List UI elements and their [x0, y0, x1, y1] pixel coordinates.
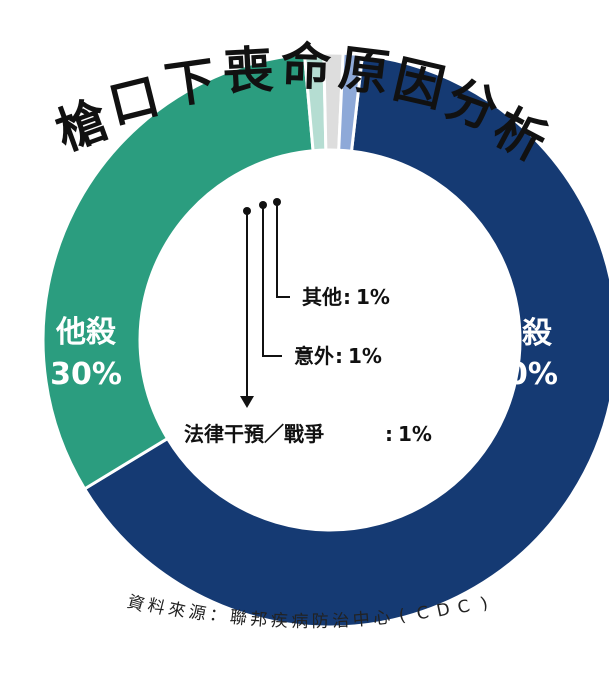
- slice-value-suicide: 60%: [486, 357, 558, 392]
- source-char: C: [456, 596, 472, 618]
- label-accident-name: 意外: [294, 344, 334, 368]
- label-other-value: 1%: [356, 285, 390, 309]
- label-accident-colon: :: [335, 344, 343, 368]
- title-char: 原: [336, 39, 393, 103]
- title-char: 下: [161, 51, 219, 115]
- source-char: ): [478, 593, 490, 614]
- source-note: 資料來源：聯邦疾病防治中心 ( C D C): [125, 592, 490, 632]
- source-char: 疾: [270, 611, 288, 632]
- title-char: 槍: [49, 90, 117, 162]
- source-char: 中: [352, 609, 371, 630]
- source-char: 防: [312, 612, 329, 632]
- label-legal-colon: :: [385, 422, 393, 446]
- label-legal: 法律干預／戰爭 : 1%: [184, 422, 432, 446]
- leader-line-other: [276, 202, 290, 298]
- source-char: D: [435, 599, 452, 621]
- leader-arrow-legal: [240, 396, 254, 408]
- label-legal-value: 1%: [398, 422, 432, 446]
- source-char: 源: [187, 602, 207, 625]
- leader-line-accident: [262, 205, 282, 357]
- source-char: 聯: [229, 607, 248, 629]
- slice-label-homicide: 他殺: [55, 315, 117, 350]
- leader-lines: [240, 198, 290, 408]
- source-char: 資: [125, 592, 147, 616]
- slice-homicide: [41, 52, 315, 491]
- label-accident: 意外 : 1%: [294, 344, 382, 368]
- slice-value-homicide: 30%: [50, 357, 122, 392]
- source-char: 病: [291, 612, 308, 632]
- source-char: 治: [332, 611, 350, 632]
- label-other-name: 其他: [302, 285, 342, 309]
- donut-slices: [41, 51, 609, 629]
- source-char: 來: [166, 599, 187, 622]
- source-char: 料: [146, 596, 167, 620]
- source-char: 心: [372, 607, 391, 629]
- source-char: C: [415, 603, 430, 625]
- slice-suicide: [82, 53, 609, 629]
- slice-other: [337, 51, 365, 153]
- slice-label-suicide: 自殺: [492, 316, 553, 351]
- source-char: (: [397, 606, 407, 627]
- title-char: 喪: [222, 41, 276, 102]
- source-char: ：: [208, 605, 228, 627]
- label-legal-name: 法律干預／戰爭: [184, 422, 324, 446]
- label-accident-value: 1%: [348, 344, 382, 368]
- label-other-colon: :: [343, 285, 351, 309]
- source-char: 邦: [249, 609, 268, 630]
- label-other: 其他 : 1%: [302, 285, 390, 309]
- title-char: 命: [280, 37, 332, 97]
- title-char: 口: [103, 67, 166, 135]
